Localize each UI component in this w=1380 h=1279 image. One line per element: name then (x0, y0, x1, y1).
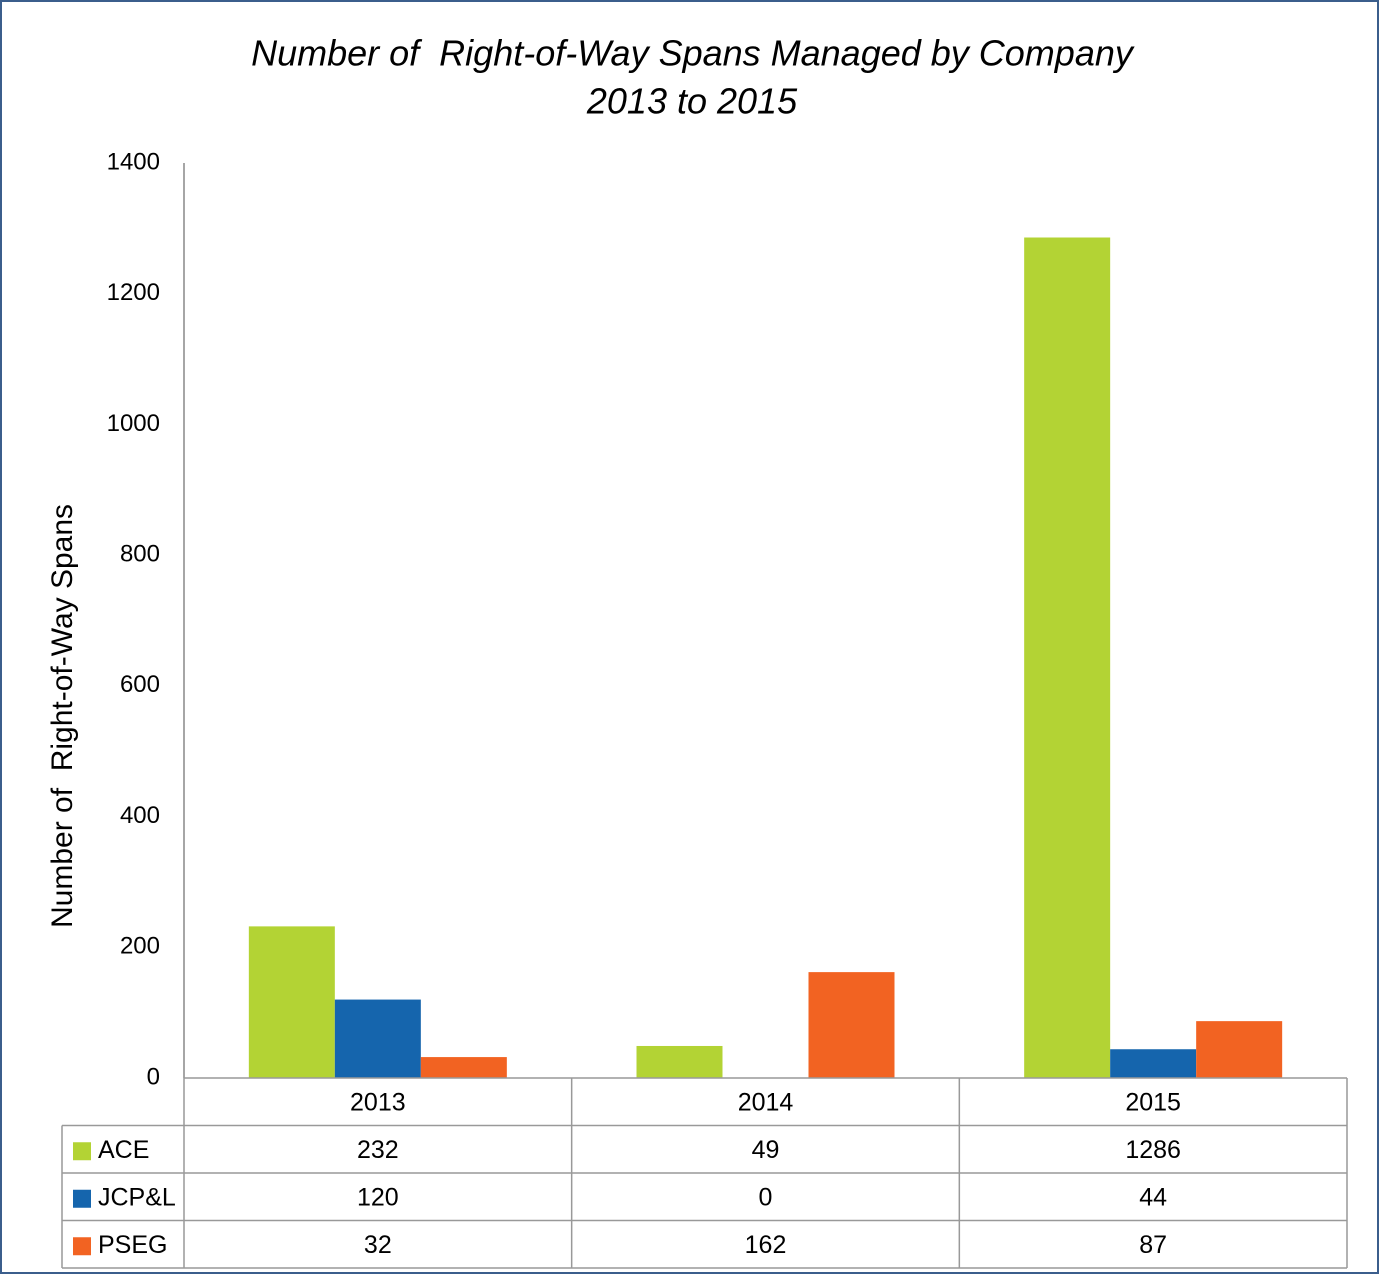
y-axis-label: Number of Right-of-Way Spans (46, 504, 79, 928)
x-tick-label: 2013 (350, 1088, 406, 1116)
y-tick-label: 1000 (107, 410, 160, 437)
bar (1024, 237, 1111, 1078)
table-value: 162 (745, 1231, 787, 1259)
y-tick-label: 600 (120, 671, 160, 698)
legend-swatch (73, 1189, 91, 1208)
bar (248, 926, 335, 1078)
bar (808, 972, 895, 1078)
chart-title: Number of Right-of-Way Spans Managed by … (251, 33, 1135, 74)
table-value: 0 (759, 1183, 773, 1211)
bar (636, 1045, 723, 1078)
y-tick-label: 1400 (107, 148, 160, 175)
table-value: 120 (357, 1183, 399, 1211)
legend-label: ACE (98, 1136, 149, 1164)
y-tick-label: 1200 (107, 279, 160, 306)
table-value: 49 (752, 1136, 780, 1164)
bar (1196, 1021, 1283, 1078)
y-tick-label: 800 (120, 540, 160, 567)
table-value: 232 (357, 1136, 399, 1164)
legend-swatch (73, 1237, 91, 1256)
table-value: 44 (1139, 1183, 1167, 1211)
chart-title: 2013 to 2015 (586, 81, 798, 122)
legend-label: JCP&L (98, 1183, 176, 1211)
legend-label: PSEG (98, 1231, 167, 1259)
table-value: 87 (1139, 1231, 1167, 1259)
y-tick-label: 0 (147, 1063, 160, 1090)
table-value: 1286 (1125, 1136, 1181, 1164)
x-tick-label: 2015 (1125, 1088, 1181, 1116)
legend-swatch (73, 1142, 91, 1161)
y-tick-label: 200 (120, 933, 160, 960)
bar (334, 999, 421, 1078)
y-tick-label: 400 (120, 802, 160, 829)
bar (1110, 1049, 1197, 1078)
bar (420, 1057, 507, 1078)
x-tick-label: 2014 (738, 1088, 794, 1116)
table-value: 32 (364, 1231, 392, 1259)
